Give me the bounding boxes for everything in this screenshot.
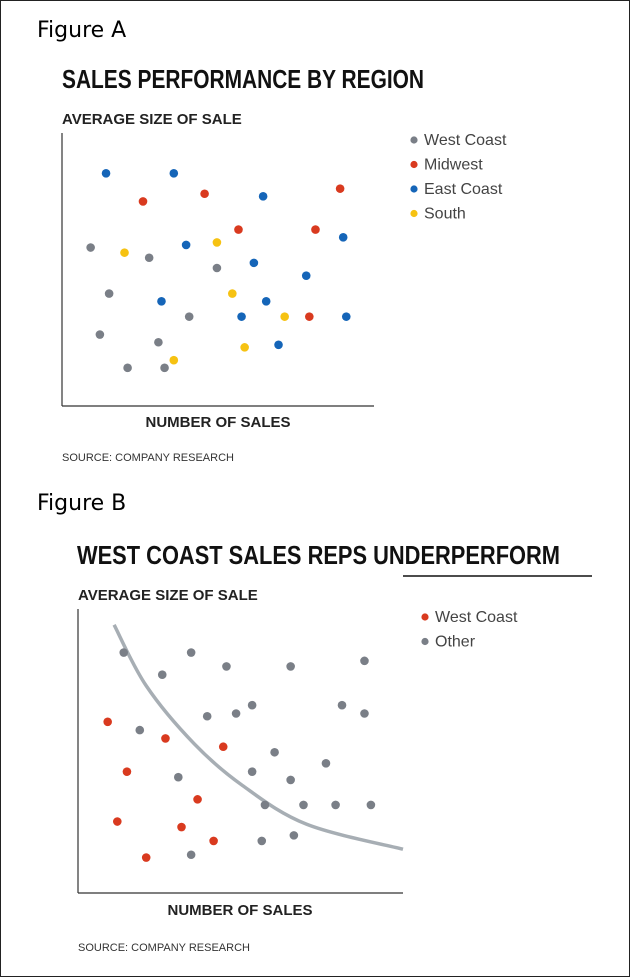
figb-point-other [321,759,331,768]
legend-marker-east-coast [410,185,418,193]
figure-b-source: SOURCE: COMPANY RESEARCH [78,942,250,954]
figure-b-legend: West Coast Other [421,609,518,651]
figa-point-south [169,355,179,365]
figure-a-ylabel: AVERAGE SIZE OF SALE [62,111,242,128]
figb-point-other [119,648,129,657]
figa-point-west-coast [212,263,222,273]
figb-point-west-coast [141,853,151,862]
figb-point-other [257,836,267,846]
figa-point-south [120,248,129,257]
figb-point-west-coast [103,717,112,727]
figa-point-west-coast [104,289,114,298]
legend-marker-west-coast [421,613,429,621]
figa-point-south [212,238,222,247]
figure-b-points [103,648,376,862]
figa-point-south [228,289,237,298]
figa-point-west-coast [184,312,194,321]
legend-label-south: South [424,206,466,223]
figb-point-other [360,656,369,666]
figb-point-west-coast [161,734,170,743]
legend-marker-midwest [410,160,418,169]
figb-point-other [286,775,295,785]
legend-label-west-coast: West Coast [435,609,518,626]
figure-a-legend: West Coast Midwest East Coast South [410,132,507,223]
legend-marker-west-coast [410,136,418,144]
figa-point-east-coast [101,168,111,178]
figa-point-west-coast [86,243,95,252]
figure-b-xlabel: NUMBER OF SALES [167,902,312,919]
figb-point-west-coast [177,822,186,832]
figa-point-east-coast [301,271,311,280]
figb-point-other [135,725,145,735]
figa-point-east-coast [338,232,348,242]
legend-label-west-coast: West Coast [424,132,507,149]
figb-point-other [247,767,257,776]
figb-point-other [247,700,257,710]
figa-point-west-coast [154,337,163,347]
figb-point-west-coast [193,795,202,804]
figb-point-other [260,800,270,810]
figa-point-midwest [138,197,148,206]
figb-point-other [337,700,347,710]
legend-label-other: Other [435,634,476,651]
figure-a-title: SALES PERFORMANCE BY REGION [62,64,424,94]
legend-label-east-coast: East Coast [424,181,503,198]
figa-point-east-coast [169,168,179,178]
figa-point-south [280,312,289,321]
legend-marker-other [421,637,429,646]
figa-point-east-coast [341,312,351,321]
figa-point-east-coast [249,258,259,268]
figure-b-ylabel: AVERAGE SIZE OF SALE [78,587,258,604]
figb-point-other [157,670,167,680]
figb-point-west-coast [122,767,132,776]
figb-point-other [289,831,299,840]
figb-point-other [186,648,196,657]
figb-point-other [366,800,376,810]
figa-point-midwest [305,312,314,321]
figb-point-other [286,662,295,671]
figb-point-other [331,800,340,810]
figb-point-west-coast [218,742,228,752]
figa-point-east-coast [261,296,271,306]
figa-point-west-coast [123,363,132,373]
legend-marker-south [410,209,418,218]
figure-b-trend-curve [112,624,404,851]
figure-b-title: WEST COAST SALES REPS UNDERPERFORM [77,540,560,570]
figb-point-other [174,772,183,782]
figb-point-other [299,800,308,810]
figure-b-label: Figure B [37,491,126,516]
figure-a-xlabel: NUMBER OF SALES [145,414,290,431]
figb-point-other [186,850,196,860]
figure-a-points [86,168,351,373]
figa-point-east-coast [181,240,191,250]
figure-a-label: Figure A [37,18,126,43]
figb-point-other [202,711,212,721]
figb-point-other [231,709,241,718]
legend-label-midwest: Midwest [424,157,483,174]
figb-point-other [222,662,231,671]
figb-point-west-coast [209,836,218,846]
figa-point-midwest [200,189,209,199]
figa-point-east-coast [258,192,268,201]
figa-point-midwest [234,225,243,234]
figb-point-other [360,709,369,718]
figa-point-south [240,343,249,352]
figa-point-east-coast [274,340,283,350]
figb-point-other [270,747,279,757]
figa-point-west-coast [144,253,154,263]
figa-point-east-coast [237,312,246,321]
figb-point-west-coast [113,817,122,826]
figa-point-midwest [335,184,345,193]
figa-point-west-coast [160,363,169,373]
figa-point-midwest [311,225,320,234]
figure-a-source: SOURCE: COMPANY RESEARCH [62,452,234,464]
figa-point-west-coast [95,330,105,339]
figa-point-east-coast [157,296,166,306]
